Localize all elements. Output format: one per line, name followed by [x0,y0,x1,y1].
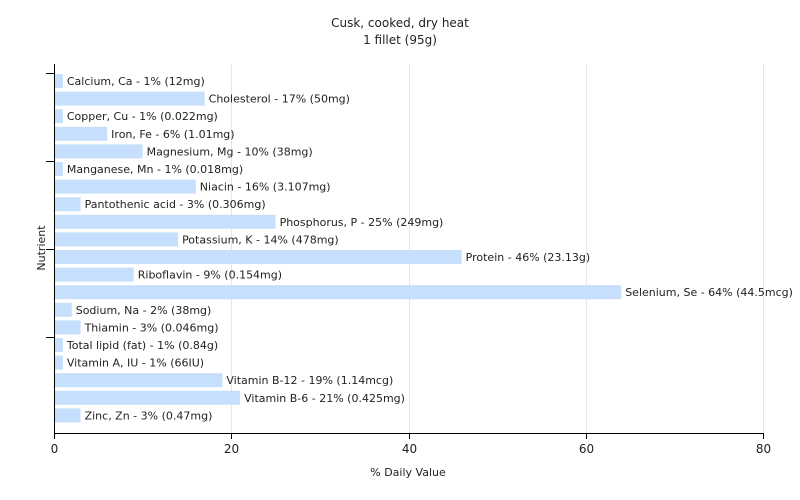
axes: 0 20 40 60 80 [46,64,771,456]
x-tick-label: 80 [756,442,771,456]
bar [55,197,81,212]
gridlines [231,64,764,433]
bar [55,179,196,194]
bar-label: Zinc, Zn - 3% (0.47mg) [85,409,213,422]
bar-label: Iron, Fe - 6% (1.01mg) [111,128,234,141]
bar [55,232,179,247]
bar [55,373,223,388]
bar-label: Manganese, Mn - 1% (0.018mg) [67,163,243,176]
bar-label: Thiamin - 3% (0.046mg) [84,321,219,334]
bar [55,109,63,124]
chart-title: Cusk, cooked, dry heat [331,16,469,30]
bar [55,338,63,352]
bar-label: Pantothenic acid - 3% (0.306mg) [85,198,266,211]
bar-label: Copper, Cu - 1% (0.022mg) [67,110,218,123]
bar-label: Potassium, K - 14% (478mg) [182,233,339,246]
bar-label: Riboflavin - 9% (0.154mg) [138,269,282,282]
bar [55,144,143,159]
bar [55,302,72,317]
bar-label: Niacin - 16% (3.107mg) [200,181,331,194]
bar [55,285,622,300]
x-tick-label: 20 [224,442,239,456]
chart-subtitle: 1 fillet (95g) [363,33,437,47]
bar [55,91,205,106]
x-tick-label: 0 [51,442,59,456]
bar [55,408,81,423]
bars: Calcium, Ca - 1% (12mg) Cholesterol - 17%… [55,74,793,423]
bar-label: Magnesium, Mg - 10% (38mg) [147,145,313,158]
bar [55,250,462,264]
bar-label: Calcium, Ca - 1% (12mg) [67,75,205,88]
bar-label: Cholesterol - 17% (50mg) [209,93,350,106]
x-axis-label: % Daily Value [370,466,446,479]
bar-label: Protein - 46% (23.13g) [466,251,591,264]
bar-label: Total lipid (fat) - 1% (0.84g) [66,339,218,352]
bar [55,74,63,88]
bar [55,162,63,176]
bar [55,214,276,229]
bar-label: Vitamin B-6 - 21% (0.425mg) [244,392,405,405]
bar-label: Vitamin A, IU - 1% (66IU) [67,357,204,370]
bar [55,390,241,405]
bar [55,126,108,141]
bar-label: Phosphorus, P - 25% (249mg) [280,216,444,229]
bar-label: Selenium, Se - 64% (44.5mcg) [625,286,793,299]
x-tick-label: 40 [402,442,417,456]
x-tick-label: 60 [579,442,594,456]
bar [55,267,134,282]
y-axis-label: Nutrient [35,225,48,271]
bar-label: Vitamin B-12 - 19% (1.14mcg) [226,374,393,387]
bar-label: Sodium, Na - 2% (38mg) [76,304,212,317]
bar [55,355,63,370]
bar [55,320,81,335]
